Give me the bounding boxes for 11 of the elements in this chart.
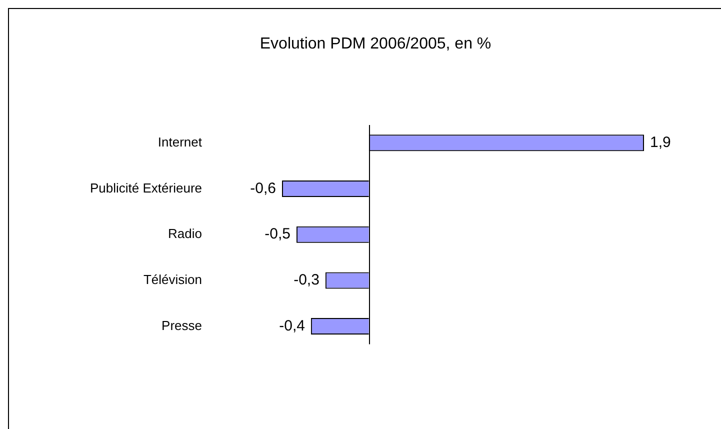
data-label: -0,3 [294, 272, 320, 289]
y-tick-label: Internet [158, 134, 202, 150]
data-label: -0,6 [250, 180, 276, 197]
data-label: 1,9 [650, 134, 671, 152]
data-label: -0,4 [279, 317, 305, 334]
chart-title: Evolution PDM 2006/2005, en % [260, 35, 492, 52]
y-tick-label: Publicité Extérieure [90, 180, 202, 196]
data-label: -0,5 [264, 226, 290, 243]
y-tick-label: Presse [162, 318, 202, 333]
y-tick-label: Télévision [143, 272, 202, 288]
y-tick-label: Radio [168, 226, 202, 242]
